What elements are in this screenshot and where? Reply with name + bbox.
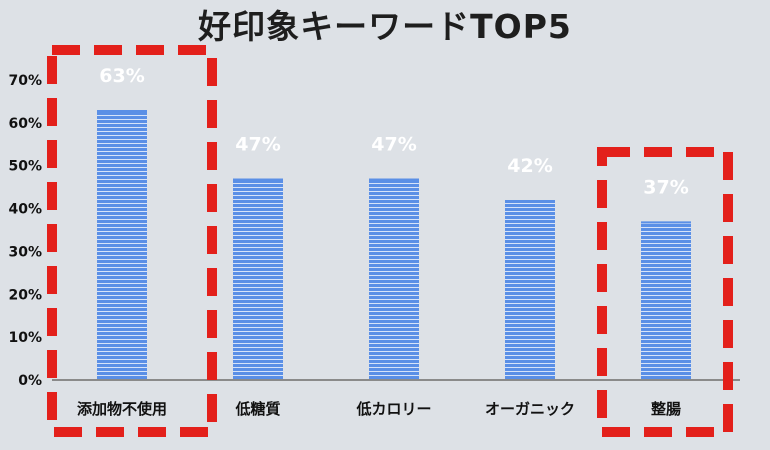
bar-cap (641, 221, 691, 224)
x-tick-label: 添加物不使用 (77, 400, 167, 418)
y-tick-label: 20% (8, 287, 42, 303)
y-tick-label: 30% (8, 244, 42, 260)
bar-cap (369, 178, 419, 181)
data-label: 47% (235, 134, 280, 156)
data-label: 37% (643, 176, 688, 198)
bar-cap (233, 178, 283, 181)
data-label: 47% (371, 134, 416, 156)
y-tick-label: 10% (8, 330, 42, 346)
x-tick-label: 整腸 (651, 400, 681, 418)
bars: 63% 47% 47% 42% 37% (97, 65, 691, 380)
x-tick-label: オーガニック (485, 400, 575, 418)
data-label: 63% (99, 65, 144, 87)
bar (369, 178, 419, 380)
highlight-box (597, 147, 733, 437)
bar (505, 200, 555, 380)
y-tick-label: 60% (8, 116, 42, 132)
bar (97, 110, 147, 380)
y-tick-label: 40% (8, 202, 42, 218)
y-tick-label: 0% (18, 373, 42, 389)
highlight-boxes (47, 45, 733, 437)
chart-title: 好印象キーワードTOP5 (197, 7, 572, 46)
bar-cap (97, 110, 147, 112)
y-tick-label: 50% (8, 159, 42, 175)
y-tick-label: 70% (8, 73, 42, 89)
bar (233, 178, 283, 380)
x-tick-label: 低カロリー (355, 400, 431, 418)
x-axis: 添加物不使用 低糖質 低カロリー オーガニック 整腸 (52, 379, 740, 418)
y-axis: 0% 10% 20% 30% 40% 50% 60% 70% (8, 73, 42, 389)
data-label: 42% (507, 155, 552, 177)
x-tick-label: 低糖質 (234, 400, 280, 418)
bar (641, 221, 691, 380)
bar-cap (505, 200, 555, 202)
highlight-box (47, 45, 217, 437)
